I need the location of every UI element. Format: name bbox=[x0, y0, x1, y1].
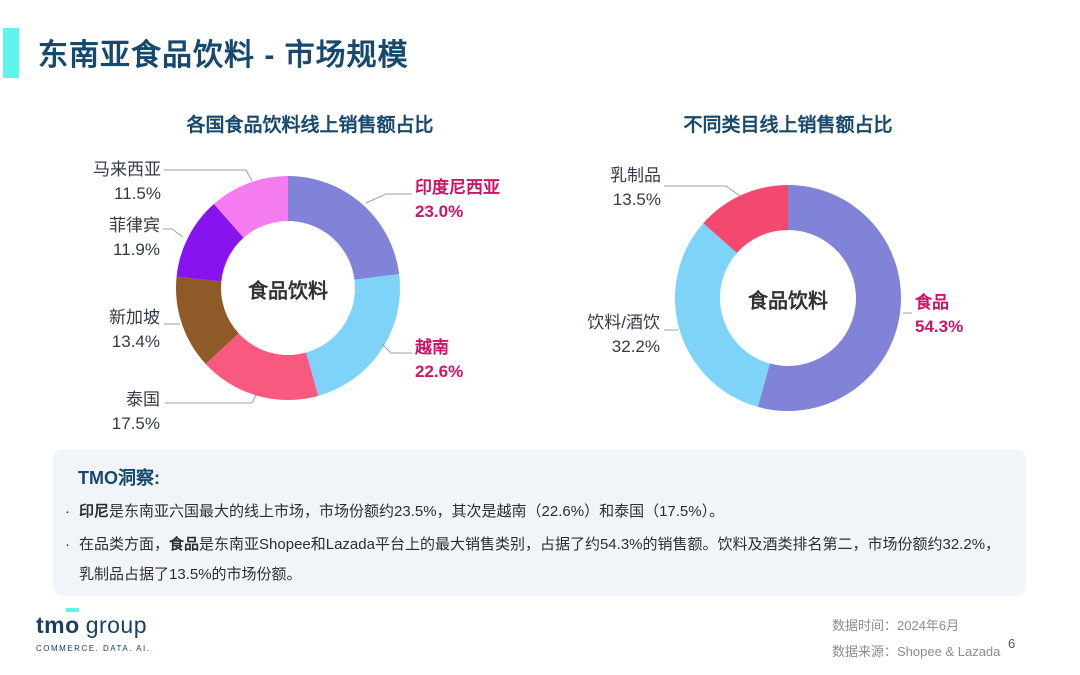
chart0-label-3: 新加坡 13.4% bbox=[109, 306, 160, 354]
data-source-label: 数据来源： bbox=[832, 644, 898, 659]
bullet-text-segment: 食品 bbox=[169, 536, 200, 553]
chart0-slice-4 bbox=[176, 204, 244, 282]
chart0-label-2: 泰国 17.5% bbox=[112, 388, 160, 436]
slice-label-value: 11.5% bbox=[114, 184, 161, 203]
bullet-marker: · bbox=[65, 536, 70, 553]
chart0-slice-0 bbox=[288, 176, 400, 280]
slice-label-name: 新加坡 bbox=[109, 308, 160, 327]
data-time-row: 数据时间：2024年6月 bbox=[832, 613, 1000, 639]
page-title: 东南亚食品饮料 - 市场规模 bbox=[38, 39, 409, 72]
slice-label-value: 23.0% bbox=[415, 202, 464, 221]
chart1-slice-1 bbox=[675, 223, 770, 407]
data-source-row: 数据来源：Shopee & Lazada bbox=[832, 639, 1000, 665]
data-time-label: 数据时间： bbox=[832, 618, 898, 633]
insight-bullet: · 在品类方面，食品是东南亚Shopee和Lazada平台上的最大销售类别，占据了… bbox=[65, 530, 1010, 590]
chart0-slice-5 bbox=[213, 176, 288, 238]
left-chart-title: 各国食品饮料线上销售额占比 bbox=[186, 115, 434, 136]
bullet-text-segment: 是东南亚Shopee和Lazada平台上的最大销售类别，占据了约54.3%的销售… bbox=[79, 536, 1001, 583]
logo-wordmark: tmo bbox=[36, 612, 80, 638]
chart0-label-4: 菲律宾 11.9% bbox=[109, 214, 160, 262]
right-chart-title: 不同类目线上销售额占比 bbox=[683, 115, 893, 136]
chart1-label-2: 乳制品 13.5% bbox=[610, 164, 661, 212]
slice-label-name: 食品 bbox=[915, 293, 949, 312]
chart1-leader-line-2 bbox=[664, 185, 741, 197]
chart0-label-0: 印度尼西亚 23.0% bbox=[415, 176, 500, 224]
chart0-leader-line-4 bbox=[163, 228, 184, 238]
slice-label-value: 22.6% bbox=[415, 362, 464, 381]
left-donut-center-label: 食品饮料 bbox=[248, 280, 328, 303]
slice-label-value: 13.5% bbox=[612, 190, 661, 209]
chart0-slice-3 bbox=[176, 276, 239, 364]
chart0-leader-line-0 bbox=[365, 193, 412, 204]
logo-tagline: COMMERCE. DATA. AI. bbox=[36, 644, 151, 653]
insight-bullet-list: · 印尼是东南亚六国最大的线上市场，市场份额约23.5%，其次是越南（22.6%）… bbox=[65, 497, 1010, 593]
chart0-leader-line-1 bbox=[381, 343, 412, 354]
page-number: 6 bbox=[1008, 636, 1016, 651]
slice-label-name: 马来西亚 bbox=[93, 160, 161, 179]
data-source-value: Shopee & Lazada bbox=[897, 644, 1001, 659]
bullet-text-segment: 印尼 bbox=[79, 503, 110, 520]
bullet-text-segment: 在品类方面， bbox=[79, 536, 170, 553]
chart1-slice-2 bbox=[703, 185, 788, 254]
bullet-text-segment: 是东南亚六国最大的线上市场，市场份额约23.5%，其次是越南（22.6%）和泰国… bbox=[109, 503, 725, 520]
slice-label-name: 乳制品 bbox=[610, 166, 661, 185]
slice-label-name: 饮料/酒饮 bbox=[587, 313, 660, 332]
company-logo: tmo group COMMERCE. DATA. AI. bbox=[36, 612, 150, 653]
right-donut-center-label: 食品饮料 bbox=[748, 290, 828, 313]
data-time-value: 2024年6月 bbox=[897, 618, 960, 633]
chart0-label-5: 马来西亚 11.5% bbox=[93, 158, 161, 206]
chart1-label-1: 饮料/酒饮 32.2% bbox=[587, 311, 660, 359]
title-accent-bar bbox=[3, 28, 19, 78]
slice-label-name: 泰国 bbox=[126, 390, 160, 409]
slice-label-value: 13.4% bbox=[111, 332, 160, 351]
chart0-leader-line-2 bbox=[165, 394, 257, 404]
slice-label-name: 印度尼西亚 bbox=[415, 178, 500, 197]
slice-label-value: 11.9% bbox=[113, 240, 160, 259]
data-meta: 数据时间：2024年6月 数据来源：Shopee & Lazada bbox=[832, 613, 1000, 665]
chart1-slice-0 bbox=[757, 185, 901, 411]
chart0-label-1: 越南 22.6% bbox=[415, 336, 463, 384]
logo-suffix: group bbox=[85, 612, 148, 638]
insight-box: TMO洞察: · 印尼是东南亚六国最大的线上市场，市场份额约23.5%，其次是越南… bbox=[53, 449, 1026, 596]
chart0-slice-1 bbox=[306, 274, 400, 396]
insight-bullet: · 印尼是东南亚六国最大的线上市场，市场份额约23.5%，其次是越南（22.6%）… bbox=[65, 497, 1010, 527]
slice-label-name: 越南 bbox=[415, 338, 449, 357]
chart0-slice-2 bbox=[205, 333, 319, 400]
bullet-marker: · bbox=[65, 503, 70, 520]
insight-heading: TMO洞察: bbox=[78, 468, 160, 488]
chart0-leader-line-5 bbox=[164, 169, 253, 182]
slice-label-value: 54.3% bbox=[915, 317, 964, 336]
slice-label-name: 菲律宾 bbox=[109, 216, 160, 235]
chart1-label-0: 食品 54.3% bbox=[915, 291, 963, 339]
slice-label-value: 32.2% bbox=[611, 337, 660, 356]
slice-label-value: 17.5% bbox=[111, 414, 160, 433]
